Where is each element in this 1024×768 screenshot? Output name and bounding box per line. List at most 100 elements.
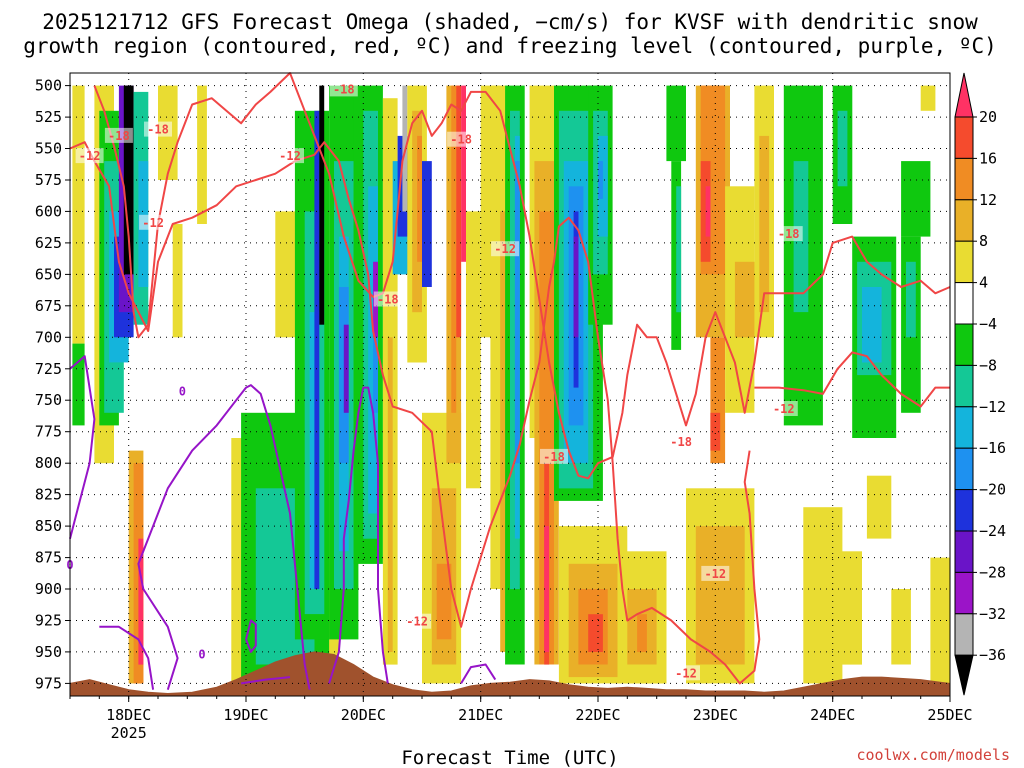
contour-label-bg [139,214,168,230]
contour-label: -18 [377,293,399,307]
omega-shade-cell [901,161,931,237]
colorbar-bottom-arrow [954,654,974,696]
freezing-contour-line [240,676,291,685]
omega-shade-cell [827,551,862,665]
omega-shading [72,85,950,684]
colorbar-cell [954,530,974,573]
omega-shade-cell [573,236,579,338]
contour-label: -12 [704,567,726,581]
omega-shade-cell [862,287,882,363]
colorbar-label: −24 [979,522,1006,540]
y-tick-label: 975 [35,674,62,692]
contour-label: -12 [142,216,164,230]
x-tick-label: 23DEC [693,706,738,724]
contour-label-bg [701,565,730,581]
contour-label: -18 [333,82,355,96]
contour-label: -18 [778,227,800,241]
y-tick-label: 550 [35,140,62,158]
omega-shade-cell [866,475,892,539]
contour-label: -18 [147,123,169,137]
omega-shade-cell [666,85,686,162]
colorbar-label: −28 [979,563,1006,581]
contour-label: -12 [675,666,697,680]
colorbar-cell [954,364,974,408]
omega-shade-cell [598,161,603,199]
colorbar-label: −12 [979,398,1006,416]
colorbar-label: 8 [979,232,988,250]
y-tick-label: 575 [35,171,62,189]
colorbar-cell [954,157,974,201]
contour-label-bg [769,401,798,416]
contour-label-bg [329,81,358,97]
omega-shade-cell [906,261,916,338]
y-tick-label: 750 [35,391,62,409]
y-tick-label: 675 [35,297,62,315]
dgz-contour-line [93,72,951,480]
omega-shade-cell [466,211,481,489]
freezing-contour-line [137,384,311,690]
terrain-layer [69,651,951,697]
contour-label-bg [774,226,803,242]
omega-shade-cell [671,161,682,350]
omega-shade-cell [314,110,320,590]
colorbar-label: −8 [979,356,997,374]
omega-shade-cell [451,85,457,413]
omega-shade-cell [456,85,462,338]
colorbar-label: 4 [979,274,988,292]
omega-shade-cell [637,614,647,652]
x-tick-label: 18DEC [106,706,151,724]
contour-label: -18 [670,435,692,449]
colorbar-label: 16 [979,149,997,167]
x-tick-label: 21DEC [458,706,503,724]
contour-label-bg [75,148,104,164]
x-tick-label: 22DEC [575,706,620,724]
y-tick-label: 525 [35,108,62,126]
contour-label-bg [540,448,568,464]
contour-label: -12 [406,615,428,629]
contour-label: 0 [179,384,186,398]
omega-shade-cell [588,614,603,652]
freezing-contour-line [328,386,389,684]
dgz-contour-line [754,351,950,408]
colorbar-label: −36 [979,646,1006,664]
colorbar-cell [954,406,974,449]
contour-label: -12 [494,242,516,256]
dgz-contours [69,72,951,685]
colorbar-cell [954,613,974,656]
y-tick-label: 875 [35,549,62,567]
omega-shade-cell [72,343,85,426]
omega-shade-cell [422,161,432,287]
y-tick-label: 800 [35,454,62,472]
y-tick-label: 500 [35,77,62,95]
colorbar: 20 16 12 8 4 −4 −8 −12 −16 −20 −24 −28 −32 −36 [954,72,1006,696]
y-tick-label: 725 [35,360,62,378]
contour-label: -12 [79,149,101,163]
omega-shade-cell [920,85,936,111]
omega-shade-cell [705,186,711,237]
freezing-contour-line [99,625,155,690]
contour-label-bg [373,291,402,307]
y-axis-pressure: 500 525 550 575 600 625 650 675 700 725 750 775 800 8… [35,77,70,692]
contour-label: -18 [543,450,565,464]
colorbar-cell [954,447,974,491]
contour-label-bg [403,613,432,629]
colorbar-label: 20 [979,108,997,126]
dgz-contour-line [69,141,761,685]
omega-shade-cell [197,85,207,224]
x-tick-label: 20DEC [341,706,386,724]
colorbar-top-arrow [954,72,974,118]
contour-label: 0 [198,648,205,662]
freezing-contour-line [69,355,96,539]
colorbar-cell [954,116,974,159]
freezing-contour-line [460,663,497,684]
omega-shade-cell [544,526,550,652]
contour-label-bg [144,121,172,137]
colorbar-cell [954,571,974,615]
x-tick-sublabel: 2025 [111,724,147,742]
omega-shade-cell [514,161,520,464]
omega-shade-cell [837,110,848,187]
y-tick-label: 850 [35,517,62,535]
colorbar-cell [954,323,974,366]
omega-shade-cell [72,85,85,344]
plot-area: -12-18 -18-12-12-18-18-18-12-18-18-12-12-… [64,72,951,697]
